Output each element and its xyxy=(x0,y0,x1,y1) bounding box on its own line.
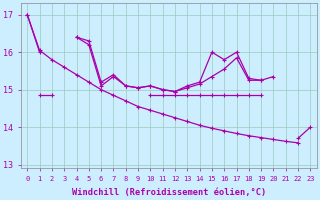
X-axis label: Windchill (Refroidissement éolien,°C): Windchill (Refroidissement éolien,°C) xyxy=(72,188,266,197)
